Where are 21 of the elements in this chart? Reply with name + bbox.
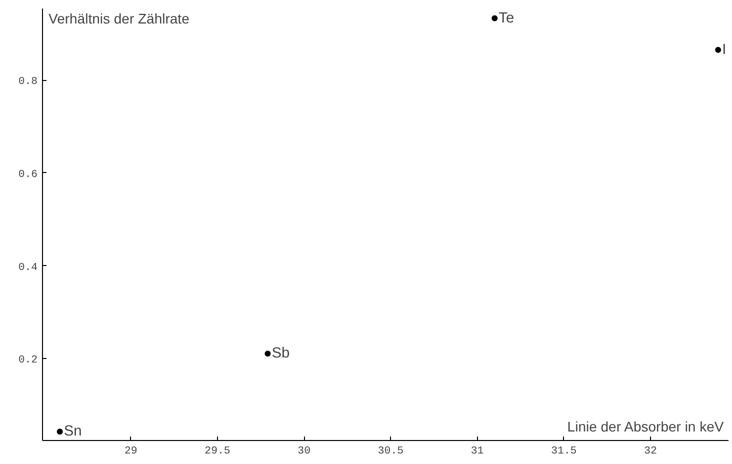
y-axis-title: Verhältnis der Zählrate [48, 10, 190, 26]
y-tick-label: 0.6 [18, 168, 38, 181]
point [264, 350, 271, 357]
annotation: Sb [272, 346, 290, 362]
x-axis-title: Linie der Absorber in keV [567, 418, 724, 434]
x-tick-label: 31.5 [551, 446, 577, 458]
x-tick-label: 29 [124, 446, 138, 458]
y-tick-label: 0.8 [18, 76, 38, 88]
annotation: Sn [64, 424, 82, 440]
point [56, 428, 63, 435]
x-tick-label: 30.5 [378, 446, 404, 458]
y-tick-label: 0.4 [18, 262, 38, 274]
annotation: I [722, 42, 726, 58]
x-tick-label: 31 [470, 446, 484, 458]
point [492, 15, 498, 22]
point [715, 46, 722, 53]
annotation: Te [498, 10, 514, 26]
x-tick-label: 29.5 [204, 446, 230, 458]
x-tick-label: 32 [644, 446, 657, 458]
y-tick-label: 0.2 [18, 354, 38, 367]
x-tick-label: 30 [298, 446, 310, 458]
